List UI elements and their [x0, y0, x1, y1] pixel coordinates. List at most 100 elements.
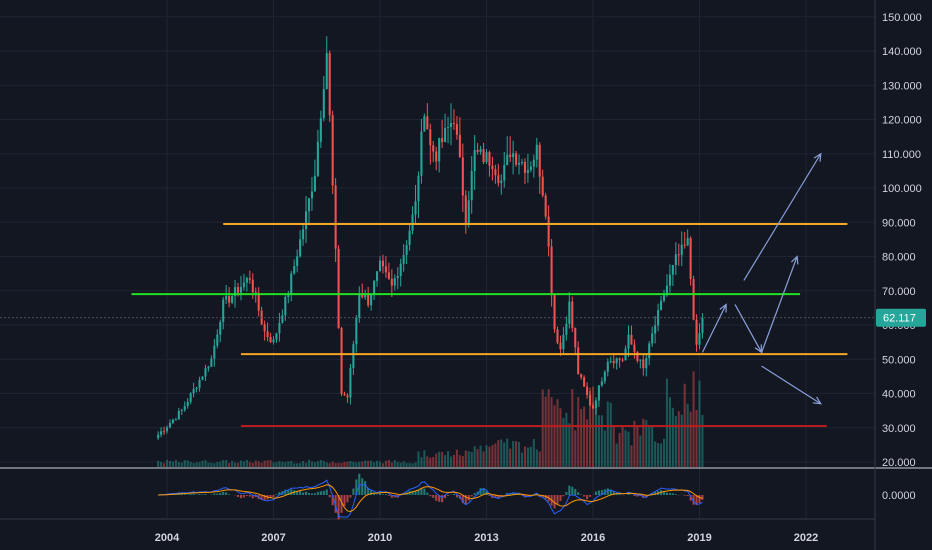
candle-body — [654, 325, 657, 334]
volume-bar — [242, 461, 245, 467]
candle-body — [346, 395, 349, 398]
volume-bar — [263, 460, 266, 467]
macd-histogram-bar — [331, 495, 334, 506]
candle-body — [606, 361, 609, 372]
volume-bar — [174, 459, 177, 467]
candle-body — [396, 275, 399, 279]
macd-histogram-bar — [189, 493, 192, 495]
macd-histogram-bar — [414, 490, 417, 495]
volume-bar — [645, 420, 648, 467]
volume-bar — [358, 461, 361, 467]
candle-body — [701, 318, 704, 334]
volume-bar — [435, 453, 438, 467]
macd-histogram-bar — [577, 492, 580, 495]
volume-bar — [648, 425, 651, 467]
candle-body — [231, 295, 234, 303]
candle-body — [660, 300, 663, 311]
candle-body — [547, 216, 550, 247]
volume-bar — [325, 462, 328, 467]
volume-bar — [293, 463, 296, 467]
candle-body — [503, 165, 506, 181]
candle-body — [479, 149, 482, 152]
volume-bar — [449, 456, 453, 467]
volume-bar — [689, 411, 692, 467]
macd-histogram-bar — [580, 494, 583, 495]
projection-arrow-4[interactable] — [761, 365, 822, 405]
volume-bar — [402, 461, 405, 467]
candle-body — [426, 116, 429, 130]
projection-arrow-3[interactable] — [743, 153, 822, 281]
macd-histogram-bar — [272, 495, 275, 497]
volume-bar — [189, 461, 192, 467]
macd-histogram-bar — [307, 493, 311, 495]
macd-histogram-bar — [346, 495, 349, 503]
volume-bar — [201, 460, 204, 467]
volume-bar — [624, 429, 627, 467]
projection-arrow-1[interactable] — [734, 304, 763, 353]
candle-body — [600, 381, 603, 386]
macd-histogram-bar — [645, 495, 648, 498]
candle-body — [455, 123, 458, 135]
volume-bar — [177, 461, 180, 467]
candle-body — [402, 255, 405, 264]
volume-bar — [322, 460, 325, 467]
macd-histogram-bar — [698, 495, 701, 503]
candle-body — [559, 342, 562, 350]
candle-body — [562, 334, 565, 350]
volume-bar — [497, 440, 500, 467]
candle-body — [171, 419, 174, 424]
candle-body — [577, 347, 580, 375]
projection-arrow-0[interactable] — [701, 304, 727, 353]
macd-histogram-bar — [559, 495, 562, 501]
candle-body — [432, 145, 435, 152]
candle-body — [639, 359, 642, 361]
candle-body — [234, 287, 237, 296]
candle-body — [325, 53, 328, 90]
macd-histogram-bar — [352, 488, 355, 495]
volume-bar — [657, 443, 660, 467]
candle-body — [272, 339, 275, 343]
volume-bar — [432, 456, 435, 467]
volume-bar — [316, 461, 319, 467]
macd-histogram-bar — [618, 494, 621, 495]
projection-arrow-2[interactable] — [761, 256, 798, 353]
volume-bar — [198, 462, 201, 467]
candle-body — [677, 254, 680, 256]
candle-body — [201, 376, 204, 380]
candle-body — [509, 154, 512, 158]
candle-body — [180, 410, 183, 412]
volume-bar — [160, 461, 163, 467]
volume-bar — [512, 441, 515, 467]
macd-histogram-bar — [296, 491, 299, 495]
volume-bar — [387, 459, 390, 467]
candle-body — [467, 200, 470, 223]
macd-histogram-bar — [683, 495, 686, 496]
candle-body — [586, 386, 589, 395]
volume-bar — [639, 435, 642, 467]
volume-bar — [668, 397, 671, 467]
macd-histogram-bar — [671, 493, 674, 495]
volume-bar — [654, 441, 657, 467]
volume-bar — [396, 461, 399, 467]
volume-bar — [210, 462, 213, 467]
last-price-badge[interactable] — [876, 308, 926, 327]
macd-histogram-bar — [239, 495, 242, 499]
candle-body — [609, 360, 612, 362]
candle-body — [662, 295, 666, 301]
candle-body — [441, 138, 444, 143]
volume-bar — [361, 461, 364, 467]
volume-bar — [180, 462, 183, 467]
volume-bar — [254, 460, 257, 467]
volume-bar — [408, 463, 411, 467]
macd-histogram-bar — [441, 495, 444, 503]
volume-bar — [239, 460, 242, 467]
volume-bar — [597, 415, 600, 467]
candle-body — [281, 315, 284, 323]
candle-body — [337, 248, 340, 328]
macd-histogram-bar — [242, 495, 245, 498]
volume-bar — [482, 451, 485, 467]
axis-layer[interactable]: 20.00030.00040.00050.00060.00070.00080.0… — [0, 12, 926, 544]
macd-histogram-bar — [589, 495, 592, 497]
macd-histogram-bar — [302, 492, 305, 495]
